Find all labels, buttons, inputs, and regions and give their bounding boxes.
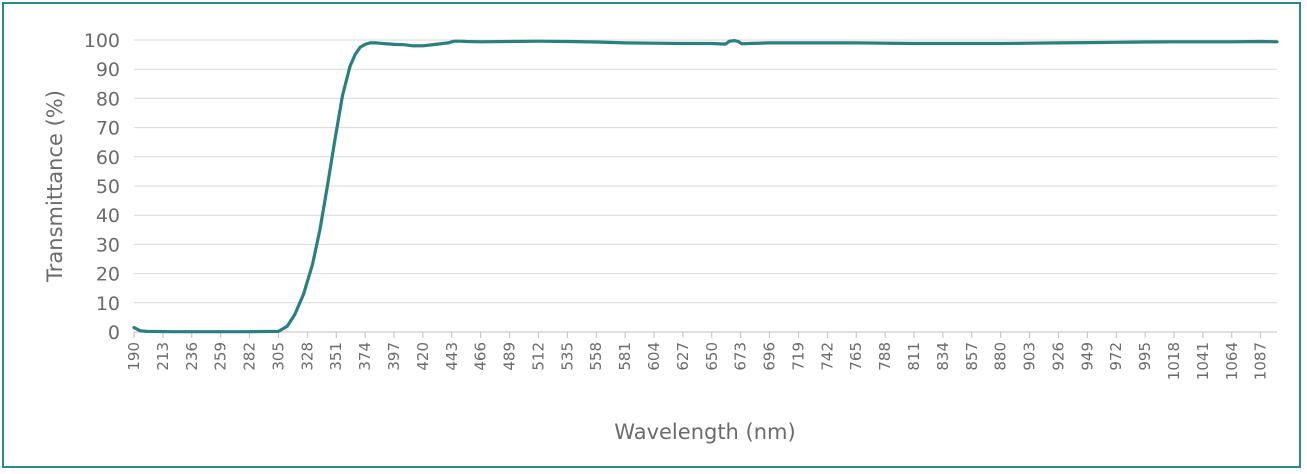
- x-tick-label: 443: [443, 342, 461, 371]
- x-tick-label: 765: [847, 342, 865, 371]
- y-tick-label: 70: [96, 118, 120, 140]
- x-tick-label: 995: [1136, 342, 1154, 371]
- y-axis-ticks: 0 10 20 30 40 50 60 70 80 90 100: [84, 30, 120, 344]
- x-tick-label: 190: [125, 342, 143, 371]
- y-tick-label: 80: [96, 88, 120, 110]
- x-tick-label: 1087: [1252, 342, 1270, 380]
- x-tick-label: 972: [1107, 342, 1125, 371]
- x-tick-label: 811: [905, 342, 923, 371]
- series-line-1: [132, 39, 1279, 334]
- x-tick-label: 558: [587, 342, 605, 371]
- x-tick-label: 535: [558, 342, 576, 371]
- x-axis-title: Wavelength (nm): [614, 420, 795, 444]
- x-tick-label: 742: [818, 342, 836, 371]
- x-tick-label: 282: [241, 342, 259, 371]
- x-tick-label: 788: [876, 342, 894, 371]
- y-tick-label: 50: [96, 176, 120, 198]
- x-axis-ticks: 190 213 236 259 282 305 328 351 374 397 420 443 466 4…: [125, 332, 1270, 380]
- x-tick-label: 466: [472, 342, 490, 371]
- y-axis-title: Transmittance (%): [43, 90, 67, 283]
- y-tick-label: 0: [108, 322, 120, 344]
- x-tick-label: 857: [963, 342, 981, 371]
- chart-frame: [2, 2, 1301, 468]
- x-tick-label: 213: [154, 342, 172, 371]
- y-tick-label: 10: [96, 293, 120, 315]
- series-layer: [132, 39, 1279, 334]
- x-tick-label: 420: [414, 342, 432, 371]
- x-tick-label: 696: [761, 342, 779, 371]
- x-tick-label: 926: [1049, 342, 1067, 371]
- y-tick-label: 60: [96, 147, 120, 169]
- gridlines: [134, 39, 1277, 333]
- x-tick-label: 949: [1078, 342, 1096, 371]
- x-tick-label: 880: [992, 342, 1010, 371]
- x-tick-label: 397: [385, 342, 403, 371]
- x-tick-label: 719: [789, 342, 807, 371]
- x-tick-label: 1041: [1194, 342, 1212, 380]
- y-tick-label: 100: [84, 30, 120, 52]
- x-tick-label: 351: [327, 342, 345, 371]
- x-tick-label: 581: [616, 342, 634, 371]
- x-tick-label: 1018: [1165, 342, 1183, 380]
- x-tick-label: 903: [1021, 342, 1039, 371]
- x-tick-label: 650: [703, 342, 721, 371]
- x-tick-label: 305: [269, 342, 287, 371]
- y-tick-label: 30: [96, 234, 120, 256]
- x-tick-label: 673: [732, 342, 750, 371]
- x-tick-label: 1064: [1223, 342, 1241, 380]
- x-tick-label: 489: [501, 342, 519, 371]
- x-tick-label: 259: [212, 342, 230, 371]
- x-tick-label: 328: [298, 342, 316, 371]
- y-tick-label: 90: [96, 59, 120, 81]
- y-tick-label: 20: [96, 264, 120, 286]
- x-tick-label: 512: [529, 342, 547, 371]
- x-tick-label: 236: [183, 342, 201, 371]
- y-tick-label: 40: [96, 205, 120, 227]
- x-tick-label: 627: [674, 342, 692, 371]
- x-tick-label: 834: [934, 342, 952, 371]
- x-tick-label: 374: [356, 342, 374, 371]
- x-tick-label: 604: [645, 342, 663, 371]
